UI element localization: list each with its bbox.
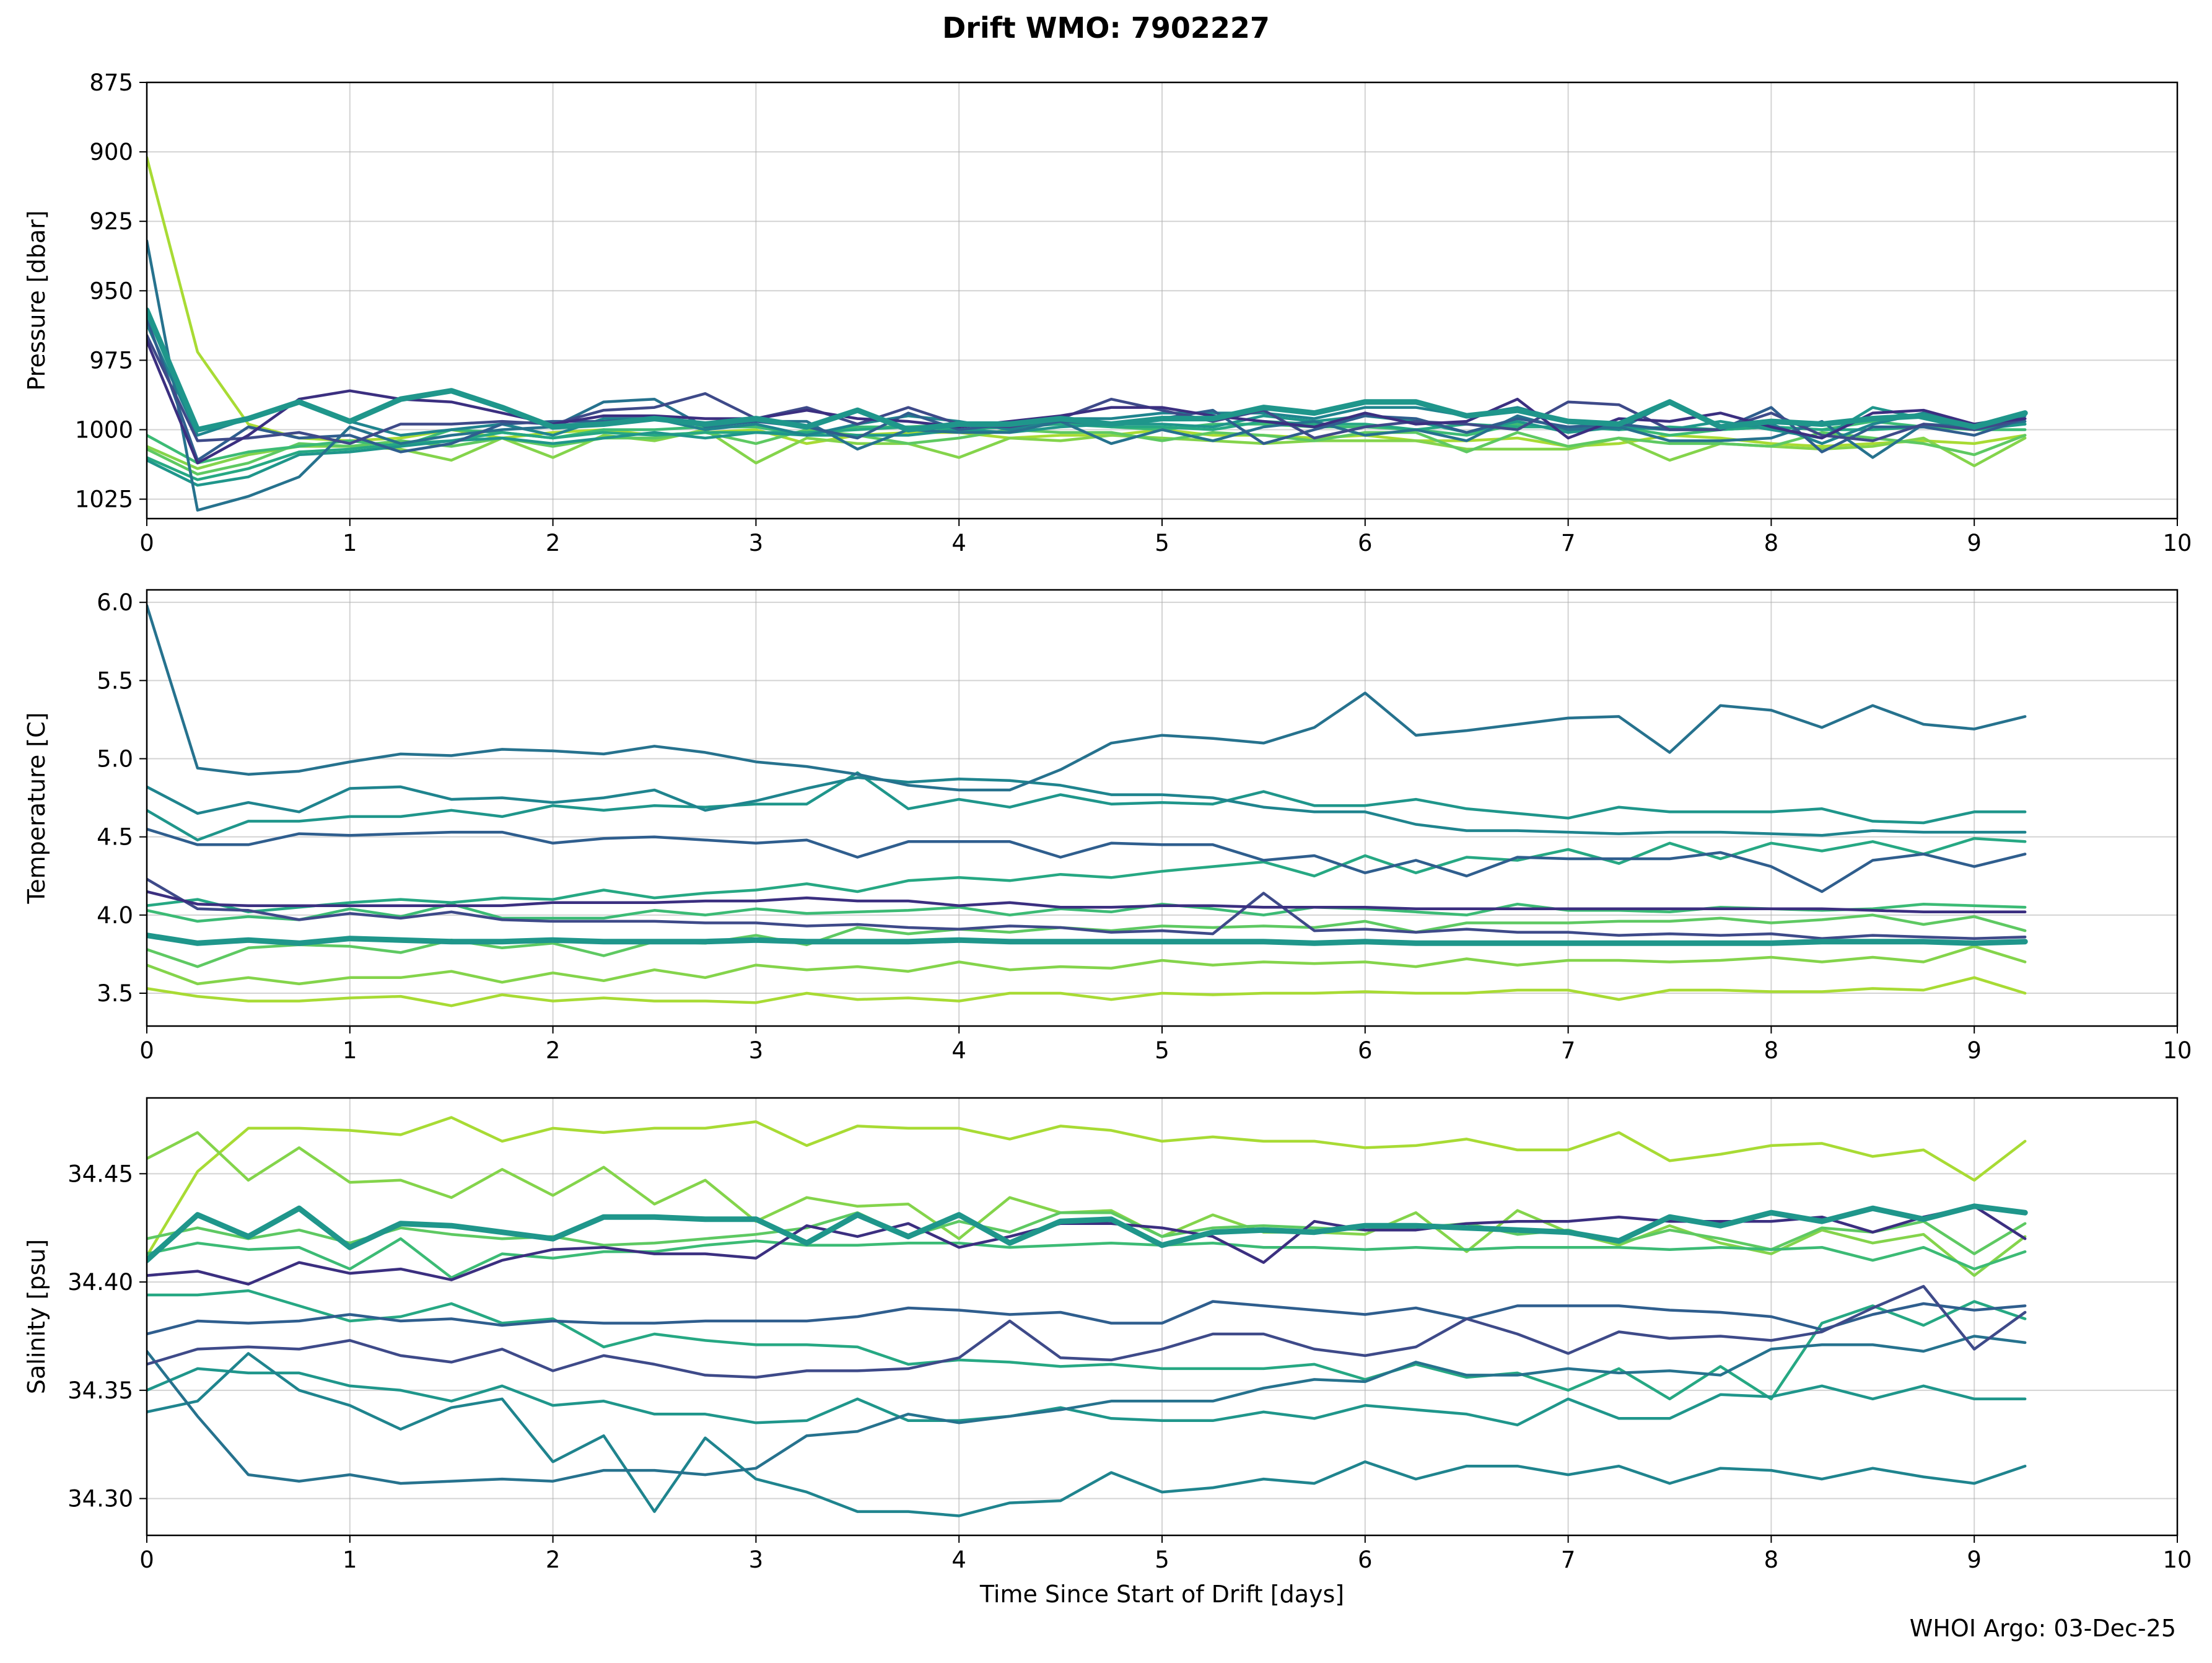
salinity-x-axis-label: Time Since Start of Drift [days] xyxy=(979,1581,1344,1608)
pressure-series-line-0 xyxy=(147,156,2027,448)
salinity-series-line-10 xyxy=(147,1204,2027,1286)
temperature-y-tick-label: 5.0 xyxy=(97,746,133,773)
temperature-x-tick-label: 8 xyxy=(1764,1037,1779,1064)
pressure-y-tick-label: 925 xyxy=(89,208,133,235)
salinity-series-line-0 xyxy=(147,1116,2027,1258)
temperature-series-group xyxy=(147,603,2028,1007)
pressure-y-axis-label: Pressure [dbar] xyxy=(23,210,50,390)
salinity-x-tick-label: 9 xyxy=(1967,1547,1982,1573)
salinity-x-tick-label: 4 xyxy=(951,1547,966,1573)
temperature-y-tick-label: 4.0 xyxy=(97,902,133,929)
temperature-series-line-0 xyxy=(147,976,2027,1007)
pressure-x-tick-label: 5 xyxy=(1155,530,1169,556)
pressure-series-group xyxy=(147,156,2028,512)
salinity-series-line-7 xyxy=(147,1335,2027,1485)
temperature-y-tick-label: 5.5 xyxy=(97,667,133,694)
salinity-series-line-11 xyxy=(147,1203,2028,1263)
salinity-x-tick-label: 2 xyxy=(546,1547,561,1573)
salinity-y-tick-label: 34.30 xyxy=(68,1486,133,1512)
pressure-x-tick-label: 2 xyxy=(546,530,561,556)
temperature-y-tick-label: 6.0 xyxy=(97,589,133,616)
pressure-x-tick-label: 8 xyxy=(1764,530,1779,556)
pressure-y-tick-label: 950 xyxy=(89,278,133,304)
pressure-axes-frame xyxy=(146,81,2179,520)
footer-note: WHOI Argo: 03-Dec-25 xyxy=(1909,1615,2176,1642)
pressure-series-line-7 xyxy=(147,239,2027,512)
temperature-x-tick-label: 2 xyxy=(546,1037,561,1064)
panel-temperature: 0 1 2 3 4 5 6 7 8 9 10 6.0 5.5 5.0 4.5 4.0 3.5 Temperatur… xyxy=(23,589,2192,1064)
pressure-x-tick-label: 4 xyxy=(951,530,966,556)
temperature-y-tick-label: 3.5 xyxy=(97,980,133,1007)
temperature-y-axis-label: Temperature [C] xyxy=(23,713,50,905)
salinity-series-line-3 xyxy=(147,1237,2027,1279)
temperature-x-tick-label: 1 xyxy=(343,1037,357,1064)
salinity-y-tick-label: 34.35 xyxy=(68,1377,133,1404)
temperature-x-tick-label: 10 xyxy=(2162,1037,2192,1064)
pressure-series-line-9 xyxy=(147,333,2027,445)
salinity-y-tick-label: 34.45 xyxy=(68,1161,133,1187)
figure-title: Drift WMO: 7902227 xyxy=(942,11,1270,45)
temperature-x-tick-label: 9 xyxy=(1967,1037,1982,1064)
salinity-series-line-6 xyxy=(147,1352,2027,1517)
temperature-axes-frame xyxy=(146,589,2179,1027)
salinity-series-line-5 xyxy=(147,1367,2027,1427)
salinity-x-tick-label: 0 xyxy=(139,1547,154,1573)
temperature-series-line-4 xyxy=(147,836,2027,914)
salinity-series-line-9 xyxy=(147,1284,2027,1379)
pressure-x-tick-label: 0 xyxy=(139,530,154,556)
temperature-x-tick-label: 6 xyxy=(1358,1037,1373,1064)
salinity-x-tick-label: 10 xyxy=(2162,1547,2192,1573)
panel-pressure: 0 1 2 3 4 5 6 7 8 9 10 875 900 925 950 975 1000 1025 Press… xyxy=(23,69,2192,556)
pressure-y-tick-label: 1025 xyxy=(75,486,133,513)
temperature-y-tick-label: 4.5 xyxy=(97,824,133,851)
salinity-x-tick-label: 7 xyxy=(1561,1547,1576,1573)
pressure-x-tick-label: 1 xyxy=(343,530,357,556)
pressure-x-tick-label: 10 xyxy=(2162,530,2192,556)
salinity-x-tick-label: 5 xyxy=(1155,1547,1169,1573)
salinity-y-axis-label: Salinity [psu] xyxy=(23,1239,50,1394)
temperature-x-tick-label: 4 xyxy=(951,1037,966,1064)
pressure-series-line-1 xyxy=(147,428,2027,470)
pressure-x-tick-label: 7 xyxy=(1561,530,1576,556)
salinity-x-tick-label: 6 xyxy=(1358,1547,1373,1573)
temperature-series-line-11 xyxy=(147,932,2028,946)
salinity-x-tick-label: 3 xyxy=(749,1547,764,1573)
temperature-series-line-6 xyxy=(147,776,2027,837)
pressure-y-tick-label: 900 xyxy=(89,139,133,165)
temperature-series-line-1 xyxy=(147,945,2027,986)
temperature-x-tick-label: 7 xyxy=(1561,1037,1576,1064)
temperature-x-tick-label: 5 xyxy=(1155,1037,1169,1064)
pressure-series-line-11 xyxy=(147,307,2028,432)
salinity-x-tick-label: 8 xyxy=(1764,1547,1779,1573)
salinity-y-tick-label: 34.40 xyxy=(68,1269,133,1296)
temperature-x-tick-label: 0 xyxy=(139,1037,154,1064)
salinity-axes-frame xyxy=(146,1097,2179,1537)
temperature-x-tick-label: 3 xyxy=(749,1037,764,1064)
pressure-x-tick-label: 6 xyxy=(1358,530,1373,556)
pressure-y-tick-label: 1000 xyxy=(75,417,133,444)
pressure-y-tick-label: 875 xyxy=(89,69,133,96)
panel-salinity: 0 1 2 3 4 5 6 7 8 9 10 34.45 34.40 34.35 34.30 Salinity… xyxy=(23,1097,2192,1608)
salinity-series-line-4 xyxy=(147,1289,2027,1401)
pressure-x-tick-label: 9 xyxy=(1967,530,1982,556)
temperature-series-line-10 xyxy=(147,890,2027,914)
temperature-series-line-8 xyxy=(147,827,2027,893)
pressure-y-tick-label: 975 xyxy=(89,347,133,374)
temperature-series-line-9 xyxy=(147,877,2027,940)
salinity-x-tick-label: 1 xyxy=(343,1547,357,1573)
temperature-series-line-7 xyxy=(147,603,2027,792)
salinity-series-line-8 xyxy=(147,1300,2027,1336)
salinity-series-group xyxy=(147,1116,2028,1517)
salinity-series-line-1 xyxy=(147,1131,2027,1277)
temperature-series-line-5 xyxy=(147,771,2027,841)
salinity-series-line-2 xyxy=(147,1211,2027,1255)
pressure-series-line-10 xyxy=(147,339,2027,465)
pressure-x-tick-label: 3 xyxy=(749,530,764,556)
